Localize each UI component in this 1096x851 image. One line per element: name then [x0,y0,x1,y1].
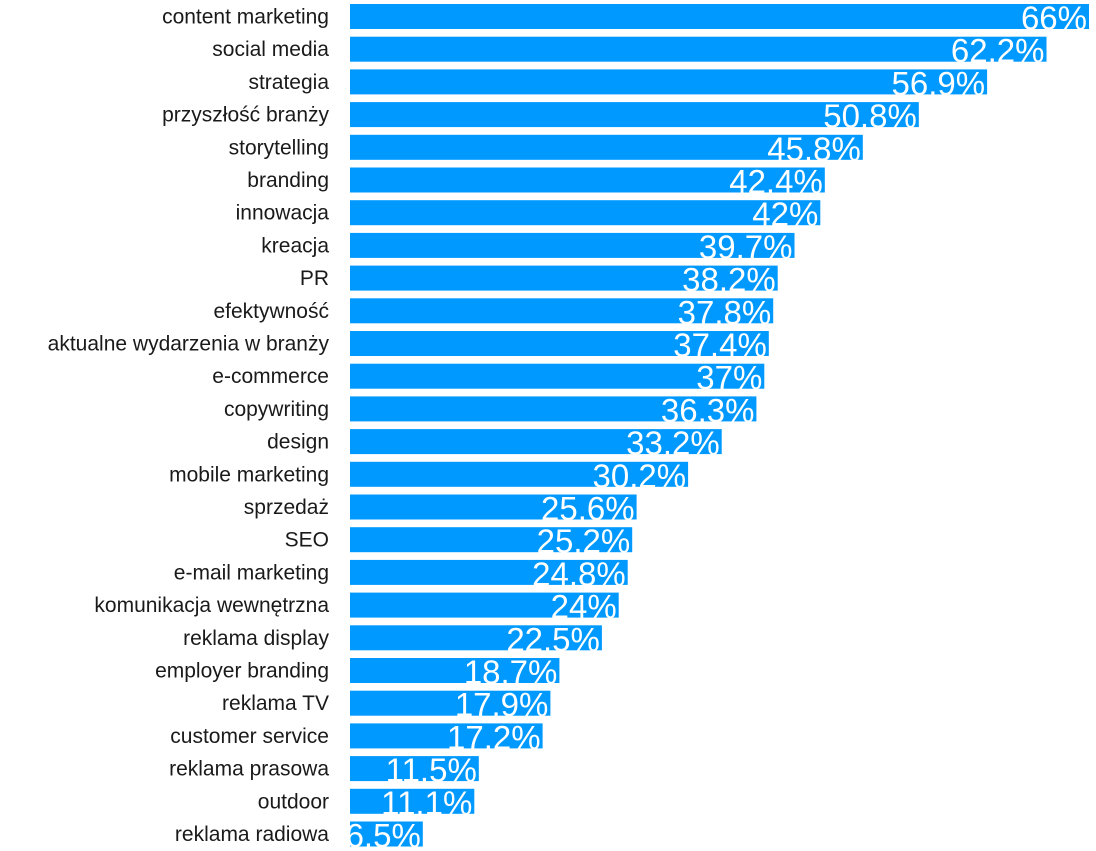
category-label: e-mail marketing [174,561,329,584]
value-label: 56.9% [892,65,986,102]
bar-17 [350,527,633,553]
value-label: 17.9% [455,686,549,723]
value-label: 17.2% [447,719,541,756]
category-label: PR [300,267,329,290]
bar-19 [350,592,619,618]
category-label: reklama display [183,627,329,650]
value-label: 11.5% [386,752,477,789]
bar-24 [350,756,479,782]
bar-22 [350,690,551,716]
value-label: 22.5% [506,621,600,658]
category-label: reklama radiowa [175,823,329,846]
value-label: 39.7% [699,228,793,265]
bar-7 [350,200,821,226]
value-label: 30.2% [593,457,687,494]
value-label: 37% [696,359,762,396]
bar-14 [350,429,722,455]
category-label: komunikacja wewnętrzna [94,594,329,617]
value-label: 25.2% [537,523,631,560]
bar-2 [350,36,1047,62]
value-label: 50.8% [823,98,917,135]
bar-10 [350,298,774,324]
bar-3 [350,69,988,95]
category-label: customer service [170,725,329,748]
category-label: copywriting [224,398,329,421]
bar-13 [350,396,757,422]
bar-9 [350,265,778,291]
category-label: innowacja [236,202,330,225]
bar-1 [350,4,1089,29]
value-label: 62.2% [951,32,1045,69]
bar-16 [350,494,637,520]
value-label: 36.3% [661,392,755,429]
category-label: content marketing [162,6,329,29]
category-label: storytelling [229,136,329,159]
category-label: reklama TV [222,692,329,715]
value-label: 42% [752,196,818,233]
bar-8 [350,232,795,258]
category-label: outdoor [258,790,329,813]
bar-26 [350,821,423,847]
category-label: e-commerce [212,365,329,388]
value-label: 24.8% [532,555,626,592]
bar-4 [350,102,919,128]
value-label: 37.4% [673,327,767,364]
value-label: 33.2% [626,425,720,462]
value-label: 24% [551,588,617,625]
value-label: 6.5% [346,817,421,851]
value-labels: 66%62.2%56.9%50.8%45.8%42.4%42%39.7%38.2… [346,0,1087,851]
category-label: aktualne wydarzenia w branży [48,333,330,356]
value-label: 42.4% [729,163,823,200]
category-label: design [267,431,329,454]
value-label: 66% [1021,0,1087,37]
value-label: 11.1% [381,784,472,821]
category-label: mobile marketing [169,463,329,486]
value-label: 37.8% [678,294,772,331]
bar-21 [350,658,560,683]
bars [350,4,1089,847]
value-label: 38.2% [682,261,776,298]
category-label: sprzedaż [244,496,329,519]
category-label: efektywność [213,300,329,323]
bar-23 [350,723,543,749]
category-label: employer branding [155,660,329,683]
bar-5 [350,134,863,160]
bar-18 [350,559,628,585]
category-label: reklama prasowa [169,758,329,781]
bar-6 [350,167,825,193]
bar-15 [350,461,689,487]
value-label: 25.6% [541,490,635,527]
category-label: strategia [248,71,329,94]
bar-12 [350,363,765,389]
category-label: przyszłość branży [162,104,329,127]
category-label: social media [212,38,329,61]
value-label: 45.8% [767,130,861,167]
bar-11 [350,331,769,356]
category-label: SEO [285,529,329,552]
value-label: 18.7% [464,654,558,691]
category-label: branding [247,169,329,192]
category-labels: content marketing social media strategia pr… [48,6,330,847]
bar-20 [350,625,602,651]
category-label: kreacja [261,234,329,257]
bar-25 [350,788,475,814]
